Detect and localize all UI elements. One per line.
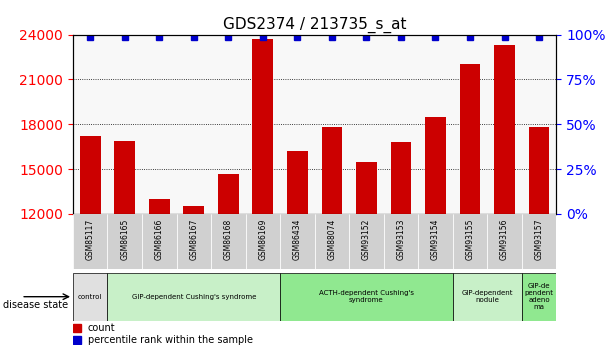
Text: GSM86165: GSM86165 (120, 218, 130, 260)
FancyBboxPatch shape (108, 273, 280, 321)
Bar (80, 136, 100, 214)
Bar (425, 117, 446, 214)
Bar (149, 199, 170, 214)
Text: disease state: disease state (3, 300, 68, 310)
Text: GSM93154: GSM93154 (431, 218, 440, 260)
FancyBboxPatch shape (142, 214, 176, 269)
Text: percentile rank within the sample: percentile rank within the sample (88, 335, 252, 345)
Title: GDS2374 / 213735_s_at: GDS2374 / 213735_s_at (223, 17, 406, 33)
Text: GSM88074: GSM88074 (327, 218, 336, 260)
Bar (390, 142, 411, 214)
FancyBboxPatch shape (522, 273, 556, 321)
Text: GSM86169: GSM86169 (258, 218, 268, 260)
Text: GSM86167: GSM86167 (189, 218, 198, 260)
FancyBboxPatch shape (280, 214, 315, 269)
Bar (218, 174, 239, 214)
FancyBboxPatch shape (246, 214, 280, 269)
FancyBboxPatch shape (487, 214, 522, 269)
Text: GIP-dependent Cushing's syndrome: GIP-dependent Cushing's syndrome (131, 294, 256, 300)
Bar (252, 39, 273, 214)
Bar (529, 127, 550, 214)
Text: count: count (88, 323, 115, 333)
Text: GSM86166: GSM86166 (155, 218, 164, 260)
FancyBboxPatch shape (384, 214, 418, 269)
FancyBboxPatch shape (453, 273, 522, 321)
Text: GSM86168: GSM86168 (224, 218, 233, 259)
FancyBboxPatch shape (349, 214, 384, 269)
Text: control: control (78, 294, 102, 300)
Text: GIP-de
pendent
adeno
ma: GIP-de pendent adeno ma (525, 283, 553, 310)
Text: GSM85117: GSM85117 (86, 218, 95, 259)
FancyBboxPatch shape (453, 214, 487, 269)
Bar (184, 206, 204, 214)
Text: GSM93152: GSM93152 (362, 218, 371, 260)
Text: GIP-dependent
nodule: GIP-dependent nodule (461, 290, 513, 303)
Text: GSM93156: GSM93156 (500, 218, 509, 260)
Bar (356, 161, 377, 214)
Text: ACTH-dependent Cushing's
syndrome: ACTH-dependent Cushing's syndrome (319, 290, 414, 303)
FancyBboxPatch shape (280, 273, 453, 321)
Bar (460, 65, 480, 214)
Bar (287, 151, 308, 214)
FancyBboxPatch shape (315, 214, 349, 269)
Bar (494, 45, 515, 214)
FancyBboxPatch shape (73, 214, 108, 269)
FancyBboxPatch shape (211, 214, 246, 269)
FancyBboxPatch shape (73, 273, 108, 321)
FancyBboxPatch shape (418, 214, 453, 269)
FancyBboxPatch shape (108, 214, 142, 269)
Text: GSM93155: GSM93155 (466, 218, 474, 260)
Bar (114, 141, 135, 214)
Text: GSM93157: GSM93157 (534, 218, 544, 260)
FancyBboxPatch shape (522, 214, 556, 269)
FancyBboxPatch shape (176, 214, 211, 269)
Text: GSM93153: GSM93153 (396, 218, 406, 260)
Bar (322, 127, 342, 214)
Text: GSM86434: GSM86434 (293, 218, 302, 260)
